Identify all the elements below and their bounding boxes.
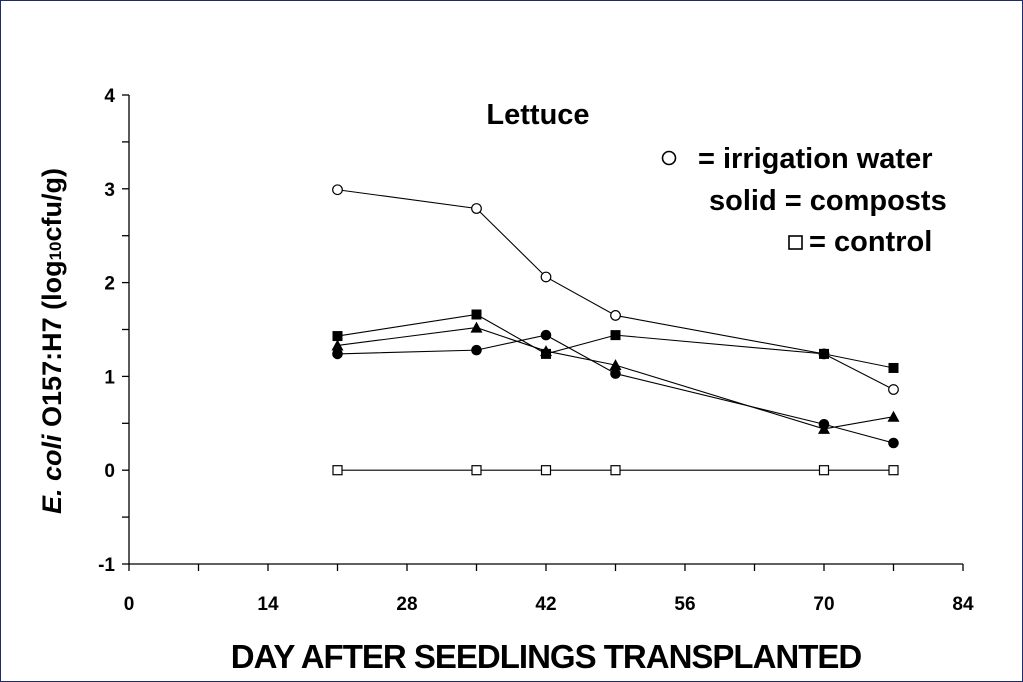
y-tick-label: 2 bbox=[104, 274, 115, 295]
series-layer bbox=[331, 184, 900, 476]
series-line bbox=[337, 334, 894, 444]
series-circle-open bbox=[332, 184, 899, 395]
y-tick-label: 3 bbox=[104, 180, 115, 201]
series-square-open bbox=[332, 465, 899, 476]
data-point bbox=[540, 271, 552, 283]
y-axis-label-main: O157:H7 (log bbox=[37, 260, 67, 434]
data-point bbox=[332, 348, 343, 360]
legend-irrigation-water: = irrigation water bbox=[698, 143, 932, 175]
data-point bbox=[471, 465, 482, 476]
data-point bbox=[540, 329, 552, 341]
y-axis-label: E. coli O157:H7 (log10cfu/g) bbox=[37, 168, 67, 514]
data-point bbox=[888, 437, 899, 449]
x-tick-label: 70 bbox=[813, 594, 834, 615]
data-point bbox=[888, 465, 899, 476]
data-point bbox=[610, 368, 621, 379]
data-point bbox=[471, 344, 482, 356]
x-tick-label: 42 bbox=[535, 594, 556, 615]
series-line bbox=[337, 313, 894, 369]
y-axis-label-unit: cfu/g) bbox=[37, 168, 67, 242]
y-tick-label: 4 bbox=[104, 86, 115, 107]
x-tick-label: 14 bbox=[257, 594, 279, 615]
data-point bbox=[332, 184, 343, 196]
data-point bbox=[818, 418, 830, 430]
data-point bbox=[332, 331, 343, 342]
data-point bbox=[887, 410, 900, 422]
data-point bbox=[332, 465, 343, 476]
data-point bbox=[819, 348, 829, 359]
series-line bbox=[337, 189, 894, 391]
y-tick-label: 0 bbox=[104, 461, 115, 482]
data-point bbox=[888, 362, 899, 373]
data-point bbox=[610, 310, 621, 321]
legend-control: = control bbox=[809, 226, 932, 258]
x-axis-label: DAY AFTER SEEDLINGS TRANSPLANTED bbox=[231, 638, 862, 675]
legend: = irrigation water solid = composts = co… bbox=[661, 143, 947, 258]
data-point bbox=[540, 465, 552, 476]
data-point bbox=[331, 339, 344, 351]
data-point bbox=[609, 359, 622, 371]
data-point bbox=[471, 309, 482, 320]
data-point bbox=[888, 384, 899, 395]
axes: -1 0 1 2 3 4 0 14 28 42 56 70 84 bbox=[98, 86, 974, 615]
y-tick-label: 1 bbox=[104, 367, 115, 388]
y-axis-label-italic: E. coli bbox=[37, 434, 67, 514]
data-point bbox=[471, 203, 482, 214]
legend-open-square-icon bbox=[788, 235, 803, 250]
legend-open-circle-icon bbox=[661, 150, 677, 166]
x-tick-label: 28 bbox=[396, 594, 417, 615]
x-tick-label: 84 bbox=[952, 594, 974, 615]
data-point bbox=[470, 321, 483, 333]
data-point bbox=[818, 465, 830, 476]
series-circle-filled bbox=[332, 329, 899, 449]
data-point bbox=[610, 330, 621, 341]
x-tick-label: 56 bbox=[674, 594, 695, 615]
data-point bbox=[540, 345, 552, 357]
x-tick-label: 0 bbox=[124, 594, 135, 615]
chart-title: Lettuce bbox=[486, 99, 589, 131]
y-axis-label-subscript: 10 bbox=[46, 242, 65, 261]
legend-composts: solid = composts bbox=[709, 185, 947, 217]
y-tick-label: -1 bbox=[98, 555, 115, 576]
data-point bbox=[610, 465, 621, 476]
